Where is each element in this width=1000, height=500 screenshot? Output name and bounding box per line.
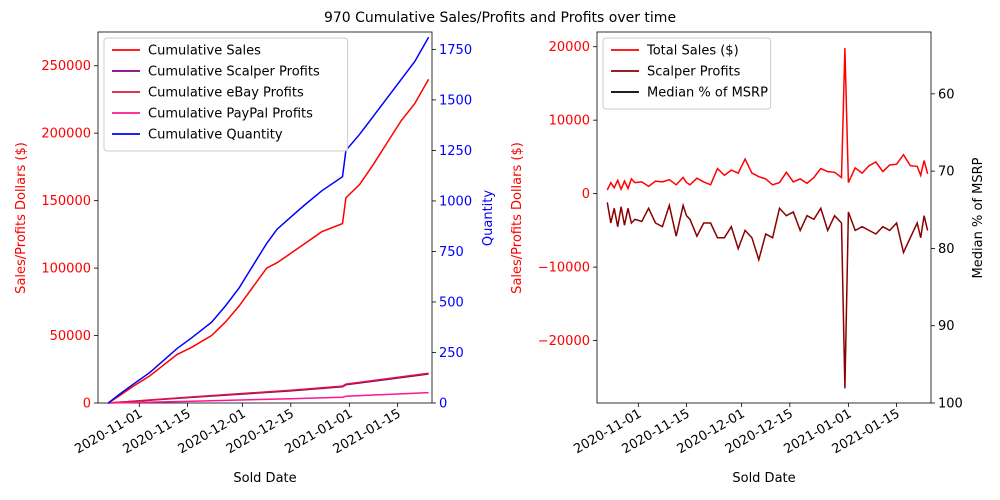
y2label-right: Median % of MSRP xyxy=(971,157,986,278)
y2-tick-label: 60 xyxy=(938,87,955,102)
series-line-total-sales- xyxy=(606,48,929,192)
ylabel-left: Sales/Profits Dollars ($) xyxy=(14,142,29,294)
y2-tick-label: 1750 xyxy=(439,43,472,58)
legend-label: Median % of MSRP xyxy=(647,86,768,101)
series-lines-right xyxy=(606,48,929,389)
y2-tick-label: 0 xyxy=(439,397,447,412)
legend-label: Cumulative Quantity xyxy=(148,128,283,143)
xlabel-left: Sold Date xyxy=(233,471,296,486)
y2-tick-label: 1500 xyxy=(439,93,472,108)
series-line-cumulative-quantity xyxy=(107,36,430,404)
legend-label: Cumulative Sales xyxy=(148,44,261,59)
x-axis-left: 2020-11-012020-11-152020-12-012020-12-15… xyxy=(72,403,404,457)
legend-box xyxy=(602,37,772,110)
ylabel-right: Sales/Profits Dollars ($) xyxy=(510,142,525,294)
series-lines-left xyxy=(107,36,430,404)
legend-box xyxy=(103,37,349,152)
y2-axis-right-panel: 60 70 80 90 100 xyxy=(931,87,963,412)
y-axis-left: 0 50000 100000 150000 200000 250000 xyxy=(41,59,98,412)
y2-tick-label: 80 xyxy=(938,242,955,257)
x-axis-right-panel: 2020-11-012020-11-152020-12-012020-12-15… xyxy=(571,403,903,457)
series-line-scalper-profits xyxy=(606,202,929,389)
y-tick-label: −10000 xyxy=(538,261,590,276)
legend-label: Cumulative PayPal Profits xyxy=(148,107,313,122)
plot-area-left xyxy=(97,31,433,404)
series-line-cumulative-sales xyxy=(107,78,430,404)
xlabel-right: Sold Date xyxy=(732,471,795,486)
legend-label: Cumulative Scalper Profits xyxy=(148,65,320,80)
y-tick-label: 0 xyxy=(83,397,91,412)
legend-label: Scalper Profits xyxy=(647,65,741,80)
legend-label: Total Sales ($) xyxy=(646,44,739,59)
plot-area-right xyxy=(596,31,932,404)
legend-label: Cumulative eBay Profits xyxy=(148,86,304,101)
y-tick-label: 20000 xyxy=(549,40,590,55)
y2-tick-label: 250 xyxy=(439,346,464,361)
y2-tick-label: 100 xyxy=(938,397,963,412)
series-line-cumulative-ebay-profits xyxy=(108,372,429,404)
y-tick-label: 200000 xyxy=(41,127,91,142)
suptitle: 970 Cumulative Sales/Profits and Profits… xyxy=(324,10,676,26)
y2-tick-label: 70 xyxy=(938,165,955,180)
y2-axis-left: 0 250 500 750 1000 1250 1500 1750 xyxy=(432,43,472,412)
series-line-cumulative-paypal-profits xyxy=(108,391,429,404)
chart-left: 0 50000 100000 150000 200000 250000 0 250 500 75… xyxy=(14,31,496,486)
y-tick-label: 150000 xyxy=(41,194,91,209)
y-tick-label: 250000 xyxy=(41,59,91,74)
y2-tick-label: 500 xyxy=(439,295,464,310)
y2-tick-label: 90 xyxy=(938,319,955,334)
y2-tick-label: 1000 xyxy=(439,194,472,209)
y2-tick-label: 750 xyxy=(439,245,464,260)
chart-right: −20000 −10000 0 10000 20000 60 70 80 90 100 2020… xyxy=(510,31,986,486)
legend-left: Cumulative Sales Cumulative Scalper Profi… xyxy=(103,37,349,152)
y-tick-label: 0 xyxy=(582,187,590,202)
y-tick-label: 50000 xyxy=(50,329,91,344)
y-tick-label: 10000 xyxy=(549,114,590,129)
y-tick-label: −20000 xyxy=(538,334,590,349)
legend-right: Total Sales ($) Scalper Profits Median % o… xyxy=(602,37,772,110)
y-tick-label: 100000 xyxy=(41,262,91,277)
y2-tick-label: 1250 xyxy=(439,144,472,159)
y2label-left: Quantity xyxy=(481,190,496,246)
y-axis-right-panel: −20000 −10000 0 10000 20000 xyxy=(538,40,597,349)
